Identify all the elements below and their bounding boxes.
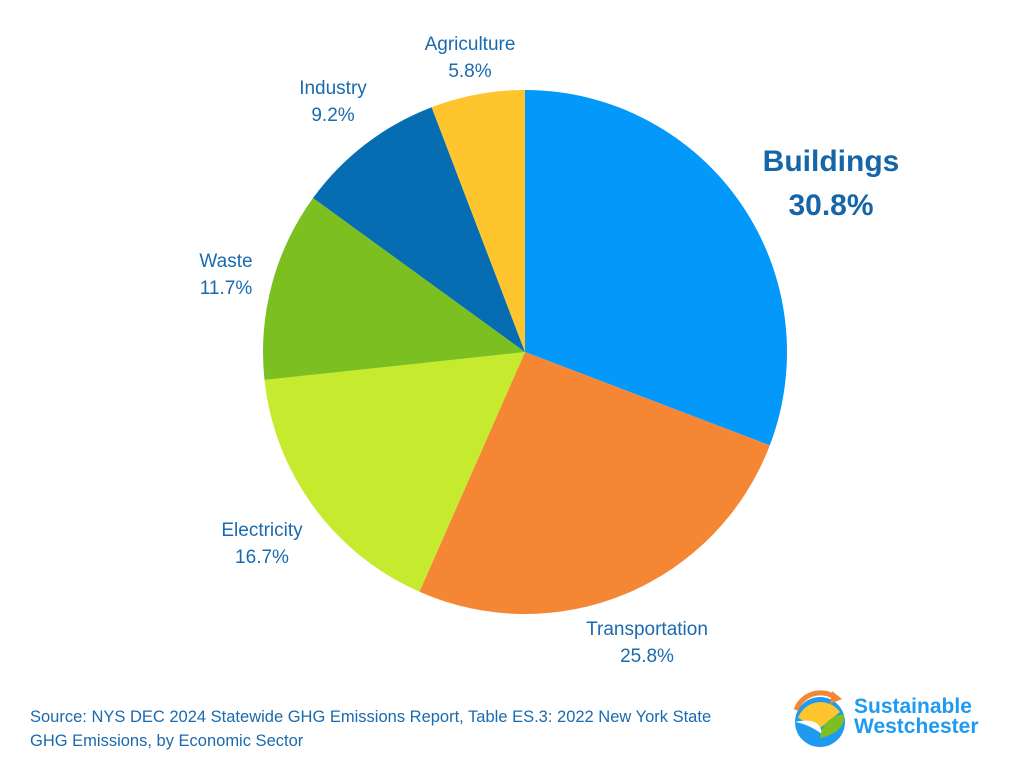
label-buildings: Buildings 30.8% (762, 145, 900, 222)
pie-slice-buildings (525, 90, 787, 446)
label-agriculture: Agriculture 5.8% (424, 34, 516, 82)
pie-slice-waste (263, 198, 525, 380)
source-note: Source: NYS DEC 2024 Statewide GHG Emiss… (30, 708, 712, 750)
pie-slice-agriculture (431, 90, 525, 352)
label-transportation: Transportation 25.8% (586, 619, 708, 667)
pie-slice-transportation (419, 352, 770, 615)
pie-slice-electricity (264, 352, 525, 592)
pie-slice-industry (313, 107, 525, 353)
label-waste: Waste 11.7% (199, 251, 253, 299)
label-industry: Industry 9.2% (299, 78, 367, 126)
label-electricity: Electricity 16.7% (221, 520, 303, 568)
sustainable-westchester-logo: Sustainable Westchester (790, 688, 1010, 752)
logo-icon (793, 690, 845, 747)
logo-line1: Sustainable (854, 695, 972, 718)
logo-line2: Westchester (854, 715, 979, 738)
